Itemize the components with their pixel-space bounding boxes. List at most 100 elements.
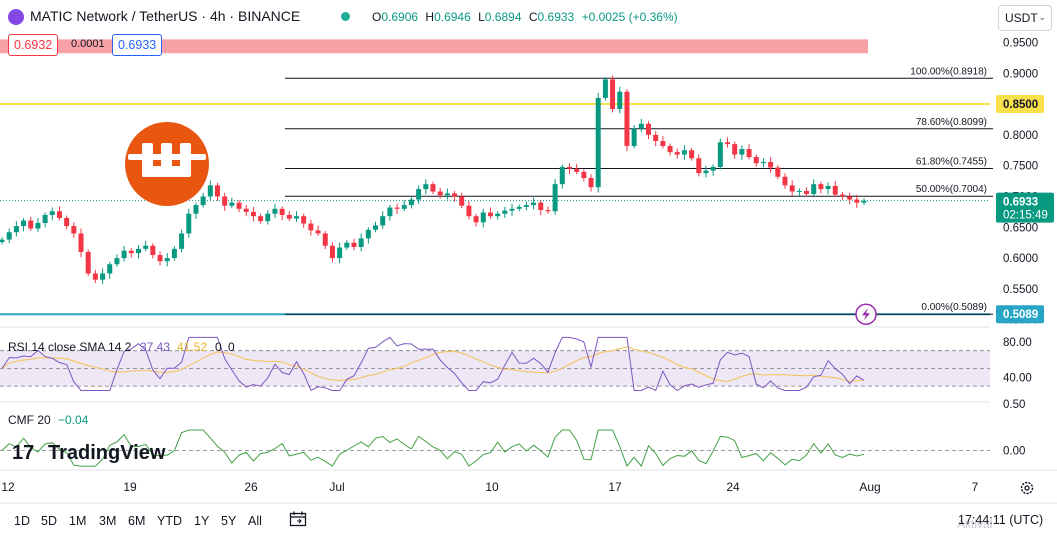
candle-body bbox=[782, 176, 788, 186]
price-axis-tick: 0.9500 bbox=[1003, 37, 1038, 49]
candle-body bbox=[157, 255, 163, 262]
matic-logo-icon bbox=[8, 9, 24, 25]
candle-body bbox=[689, 150, 695, 159]
ohlc-high-key: H bbox=[425, 10, 435, 24]
candle-body bbox=[437, 191, 443, 196]
candle-body bbox=[143, 245, 149, 249]
candle-body bbox=[739, 149, 745, 155]
candle-body bbox=[631, 128, 637, 146]
candle-body bbox=[804, 190, 810, 195]
resistance-zone bbox=[0, 39, 868, 54]
candle-body bbox=[373, 225, 379, 230]
rsi-value: 37.43 bbox=[140, 340, 170, 354]
time-axis-tick: 12 bbox=[1, 480, 15, 494]
candle-body bbox=[796, 190, 802, 192]
candle-body bbox=[229, 202, 235, 206]
candle-body bbox=[329, 245, 335, 259]
range-1d-button[interactable]: 1D bbox=[14, 514, 30, 528]
candle-body bbox=[811, 184, 817, 195]
candle-body bbox=[308, 223, 314, 231]
utc-clock[interactable]: 17:44:11 (UTC) bbox=[958, 513, 1044, 527]
time-axis-tick: 17 bbox=[608, 480, 622, 494]
time-axis-tick: 26 bbox=[244, 480, 258, 494]
candles-layer bbox=[0, 75, 867, 284]
candle-body bbox=[344, 242, 350, 248]
pane-separators bbox=[0, 326, 1057, 504]
ohlc-low-key: L bbox=[478, 10, 485, 24]
range-all-button[interactable]: All bbox=[248, 514, 262, 528]
candle-body bbox=[179, 233, 185, 249]
candle-body bbox=[473, 216, 479, 223]
candle-body bbox=[351, 242, 357, 247]
cmf-pane: CMF 20 −0.04 0.50 0.00 17 TradingView bbox=[0, 399, 1025, 468]
candle-body bbox=[71, 226, 77, 234]
rsi-axis-tick: 80.00 bbox=[1003, 337, 1032, 349]
candle-body bbox=[753, 157, 759, 164]
cmf-value: −0.04 bbox=[58, 413, 89, 427]
candle-body bbox=[502, 210, 508, 214]
candle-body bbox=[207, 185, 213, 197]
candle-body bbox=[638, 123, 644, 129]
ohlc-change: +0.0025 (+0.36%) bbox=[581, 10, 678, 24]
candle-countdown: 02:15:49 bbox=[1003, 210, 1048, 222]
cmf-axis-tick: 0.00 bbox=[1003, 445, 1025, 457]
candle-body bbox=[847, 196, 853, 200]
currency-select[interactable]: USDT ⌄ bbox=[998, 5, 1052, 31]
candle-body bbox=[128, 250, 134, 254]
ohlc-high-value: 0.6946 bbox=[434, 10, 471, 24]
range-3m-button[interactable]: 3M bbox=[99, 514, 117, 528]
candle-body bbox=[215, 185, 220, 197]
rsi-axis-tick: 40.00 bbox=[1003, 372, 1032, 384]
candle-body bbox=[552, 184, 558, 212]
candle-body bbox=[107, 264, 113, 274]
candle-body bbox=[825, 185, 831, 190]
fib-level-label: 50.00%(0.7004) bbox=[916, 184, 987, 195]
range-1m-button[interactable]: 1M bbox=[69, 514, 87, 528]
market-open-dot bbox=[341, 12, 350, 21]
candle-body bbox=[538, 202, 544, 211]
candle-body bbox=[545, 210, 551, 212]
candle-body bbox=[186, 213, 192, 234]
gear-icon[interactable] bbox=[1019, 480, 1035, 496]
yellow-price-tag bbox=[996, 95, 1044, 114]
calendar-range-icon[interactable] bbox=[289, 511, 307, 527]
sell-price-button[interactable]: 0.6932 bbox=[8, 34, 59, 56]
candle-body bbox=[6, 232, 12, 240]
time-axis[interactable]: 12 19 26 Jul 10 17 24 Aug 7 bbox=[1, 480, 978, 494]
candle-body bbox=[401, 205, 407, 209]
cmf-line bbox=[1, 429, 865, 468]
candle-body bbox=[49, 211, 55, 215]
candle-body bbox=[452, 193, 458, 197]
candle-body bbox=[839, 194, 845, 197]
candle-body bbox=[265, 213, 271, 222]
currency-label: USDT bbox=[1005, 11, 1038, 25]
candle-body bbox=[789, 185, 795, 192]
candle-body bbox=[588, 177, 594, 188]
cmf-title: CMF 20 bbox=[8, 413, 51, 427]
fib-level-label: 61.80%(0.7455) bbox=[916, 156, 987, 167]
range-5y-button[interactable]: 5Y bbox=[221, 514, 237, 528]
candle-body bbox=[775, 167, 781, 177]
fib-retracement-layer[interactable]: 100.00%(0.8918) 78.60%(0.8099) 61.80%(0.74… bbox=[285, 66, 993, 325]
candle-body bbox=[566, 166, 572, 169]
rsi-title: RSI 14 close SMA 14 2 bbox=[8, 340, 132, 354]
rsi-pane: RSI 14 close SMA 14 2 37.43 41.52 0 0 80.00 40… bbox=[0, 336, 1032, 392]
time-axis-tick: 24 bbox=[726, 480, 740, 494]
range-5d-button[interactable]: 5D bbox=[41, 514, 57, 528]
candle-body bbox=[286, 214, 292, 219]
candle-body bbox=[408, 199, 414, 206]
ohlc-low-value: 0.6894 bbox=[484, 10, 522, 24]
range-1y-button[interactable]: 1Y bbox=[194, 514, 210, 528]
rsi-line bbox=[1, 336, 865, 392]
symbol-title[interactable]: MATIC Network / TetherUS · 4h · BINANCE bbox=[30, 8, 301, 24]
cmf-axis-tick: 0.50 bbox=[1003, 399, 1025, 411]
range-6m-button[interactable]: 6M bbox=[128, 514, 146, 528]
candle-body bbox=[696, 158, 702, 174]
candle-body bbox=[595, 97, 601, 188]
resistance-zone-layer bbox=[0, 39, 868, 54]
buy-price-button[interactable]: 0.6933 bbox=[112, 34, 163, 56]
time-axis-tick: 7 bbox=[972, 480, 979, 494]
candle-body bbox=[416, 189, 422, 200]
range-ytd-button[interactable]: YTD bbox=[157, 514, 182, 528]
